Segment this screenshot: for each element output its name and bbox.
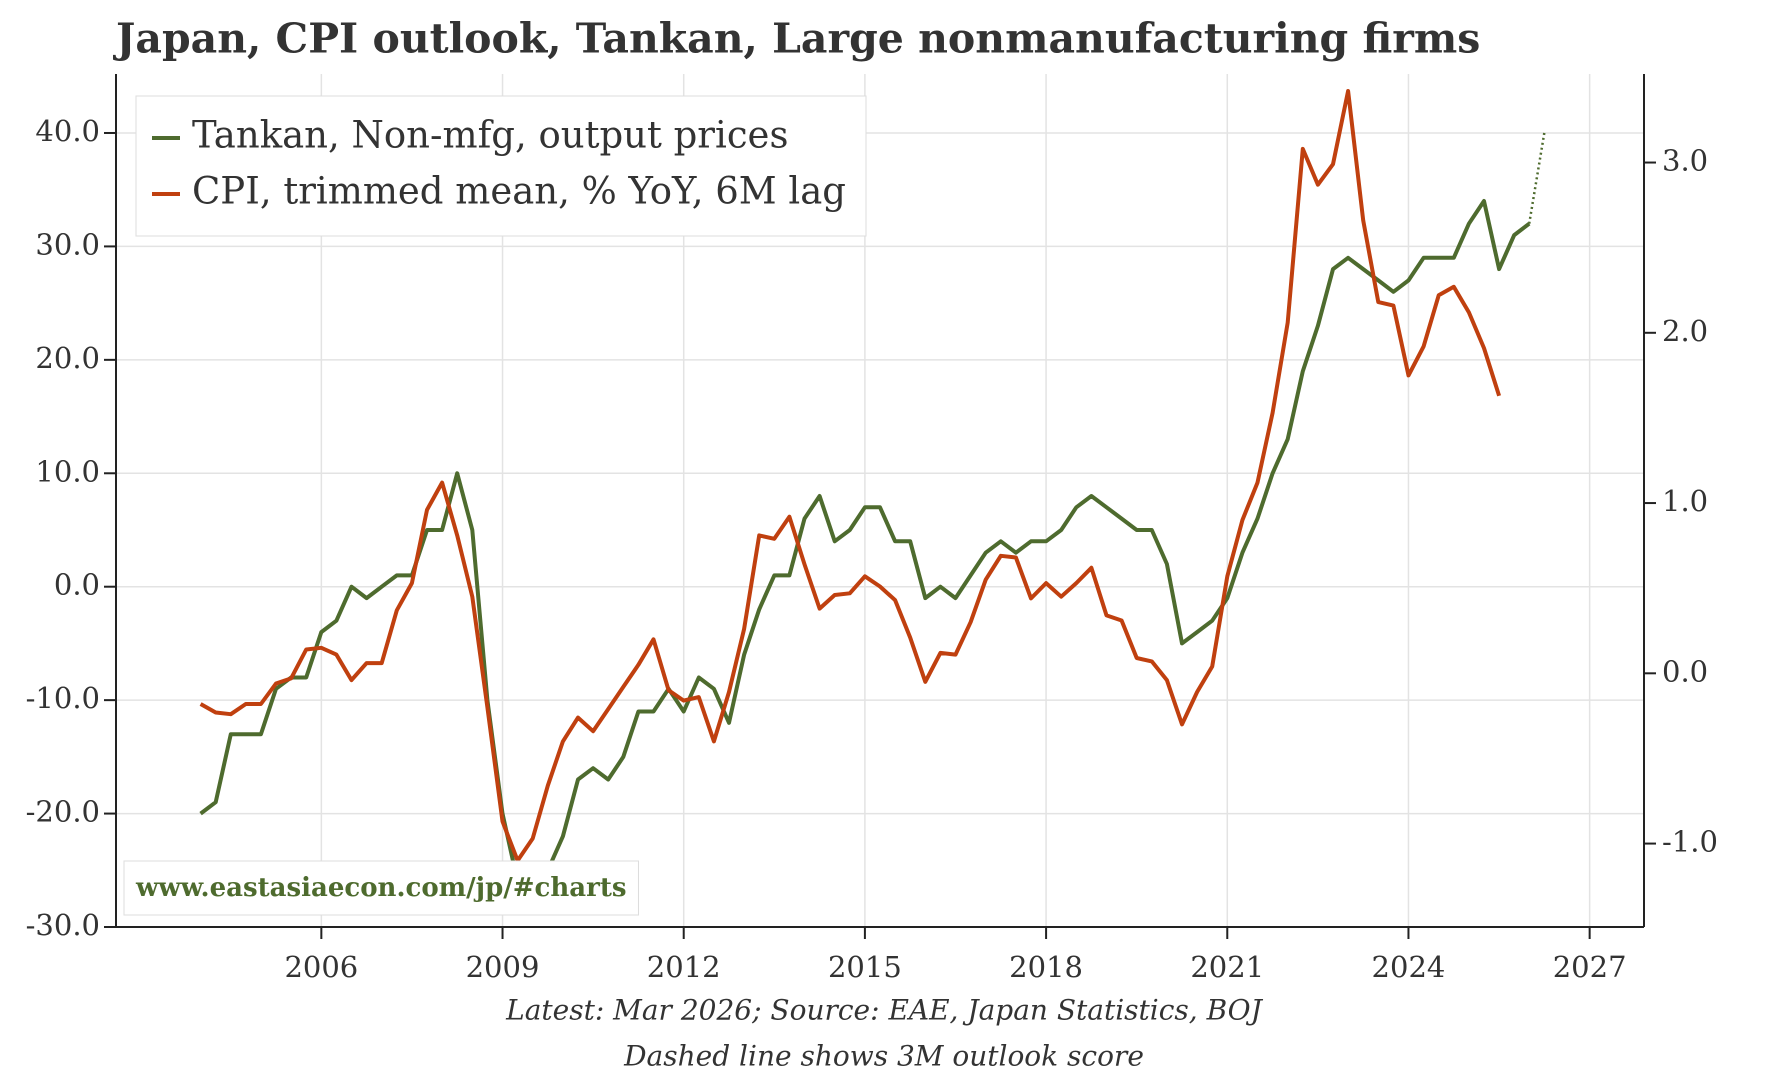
y2-tick-label: -1.0	[1662, 825, 1718, 859]
legend-label: CPI, trimmed mean, % YoY, 6M lag	[192, 170, 846, 213]
series-line	[1527, 132, 1546, 224]
x-tick-label: 2027	[1553, 950, 1627, 984]
series-line	[199, 199, 1531, 884]
watermark-box	[123, 860, 639, 916]
y2-tick-label: 2.0	[1662, 314, 1708, 348]
y-tick-label: 40.0	[35, 114, 100, 148]
x-tick-label: 2021	[1190, 950, 1264, 984]
y2-tick-label: 1.0	[1662, 484, 1708, 518]
watermark: www.eastasiaecon.com/jp/#charts	[123, 860, 639, 916]
note: Latest: Mar 2026; Source: EAE, Japan Sta…	[505, 994, 1264, 1027]
watermark-text: www.eastasiaecon.com/jp/#charts	[135, 873, 626, 903]
legend: Tankan, Non-mfg, output prices CPI, trimm…	[135, 95, 867, 237]
y-tick-label: -20.0	[26, 795, 100, 829]
y-tick-label: -30.0	[26, 908, 100, 942]
legend-label: Tankan, Non-mfg, output prices	[192, 114, 788, 157]
y-tick-label: 0.0	[54, 568, 100, 602]
y-tick-label: 10.0	[35, 454, 100, 488]
chart-title: Japan, CPI outlook, Tankan, Large nonman…	[113, 15, 1480, 63]
series-line	[199, 89, 1502, 863]
y2-tick-label: 3.0	[1662, 144, 1708, 178]
x-tick-label: 2009	[466, 950, 540, 984]
legend-box	[135, 95, 867, 237]
x-tick-label: 2006	[284, 950, 358, 984]
y-tick-label: 30.0	[35, 227, 100, 261]
x-tick-label: 2012	[647, 950, 721, 984]
y-tick-label: -10.0	[26, 681, 100, 715]
y-tick-label: 20.0	[35, 341, 100, 375]
y2-tick-label: 0.0	[1662, 654, 1708, 688]
note: Dashed line shows 3M outlook score	[623, 1040, 1144, 1070]
x-tick-label: 2024	[1372, 950, 1446, 984]
x-tick-label: 2015	[828, 950, 902, 984]
x-tick-label: 2018	[1009, 950, 1083, 984]
